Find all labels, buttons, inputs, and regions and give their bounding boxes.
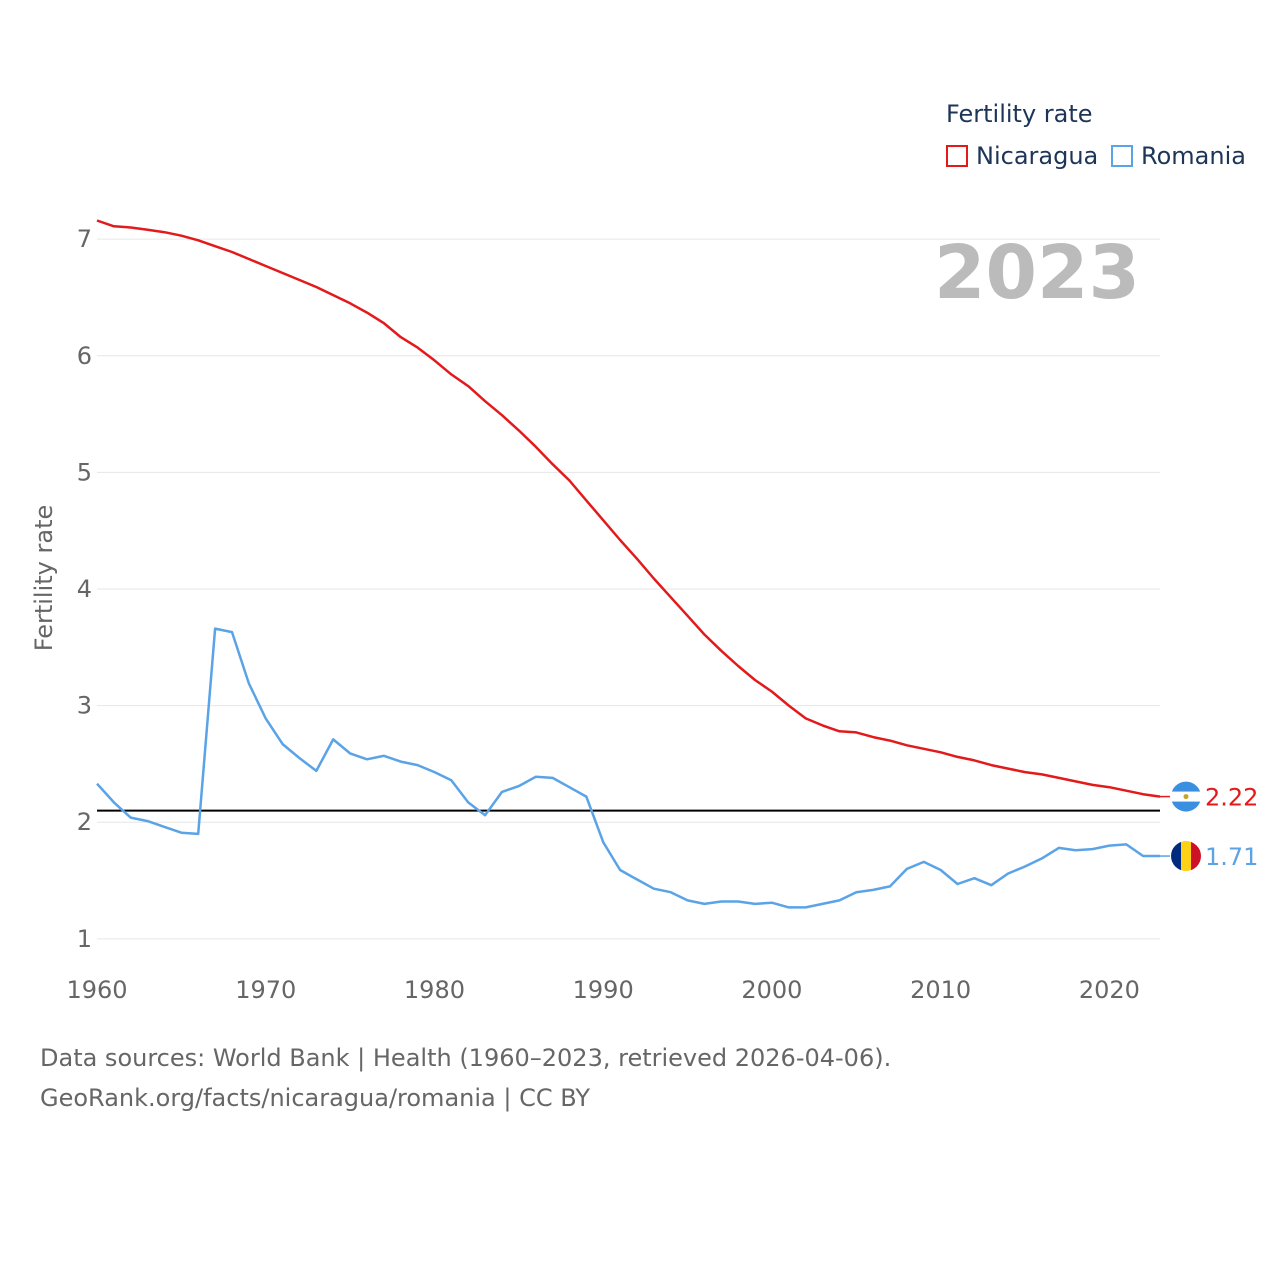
x-tick-label: 1960 xyxy=(66,976,127,1004)
flag-nicaragua-icon xyxy=(1171,781,1201,812)
legend-label-nicaragua: Nicaragua xyxy=(976,142,1099,170)
series-line-romania xyxy=(96,627,1160,909)
x-tick-labels: 1960 1970 1980 1990 2000 2010 2020 xyxy=(66,976,1139,1004)
legend-swatch-romania xyxy=(1111,145,1133,167)
footer-link[interactable]: GeoRank.org/facts/nicaragua/romania | CC… xyxy=(40,1084,591,1112)
y-tick-label: 2 xyxy=(77,808,92,836)
legend-title: Fertility rate xyxy=(946,100,1093,128)
x-tick-label: 1970 xyxy=(235,976,296,1004)
y-tick-labels: 1 2 3 4 5 6 7 xyxy=(77,225,92,953)
end-value-nicaragua: 2.22 xyxy=(1205,784,1258,812)
y-axis-label: Fertility rate xyxy=(30,505,58,652)
x-tick-label: 2010 xyxy=(910,976,971,1004)
y-tick-label: 5 xyxy=(77,458,92,486)
x-tick-label: 1990 xyxy=(573,976,634,1004)
legend-swatch-nicaragua xyxy=(946,145,968,167)
legend-item-nicaragua[interactable]: Nicaragua xyxy=(946,142,1098,170)
legend-label-romania: Romania xyxy=(1141,142,1246,170)
grid-lines xyxy=(97,238,1160,940)
footer-sources: Data sources: World Bank | Health (1960–… xyxy=(40,1044,892,1072)
y-tick-label: 4 xyxy=(77,575,92,603)
y-tick-label: 1 xyxy=(77,925,92,953)
series-line-nicaragua xyxy=(96,219,1161,798)
x-tick-label: 2020 xyxy=(1079,976,1140,1004)
legend-item-romania[interactable]: Romania xyxy=(1111,142,1246,170)
year-label: 2023 xyxy=(934,230,1140,316)
y-tick-label: 6 xyxy=(77,342,92,370)
x-tick-label: 1980 xyxy=(404,976,465,1004)
x-tick-label: 2000 xyxy=(741,976,802,1004)
y-tick-label: 7 xyxy=(77,225,92,253)
y-tick-label: 3 xyxy=(77,692,92,720)
flag-romania-icon xyxy=(1171,841,1201,872)
end-value-romania: 1.71 xyxy=(1205,843,1258,871)
